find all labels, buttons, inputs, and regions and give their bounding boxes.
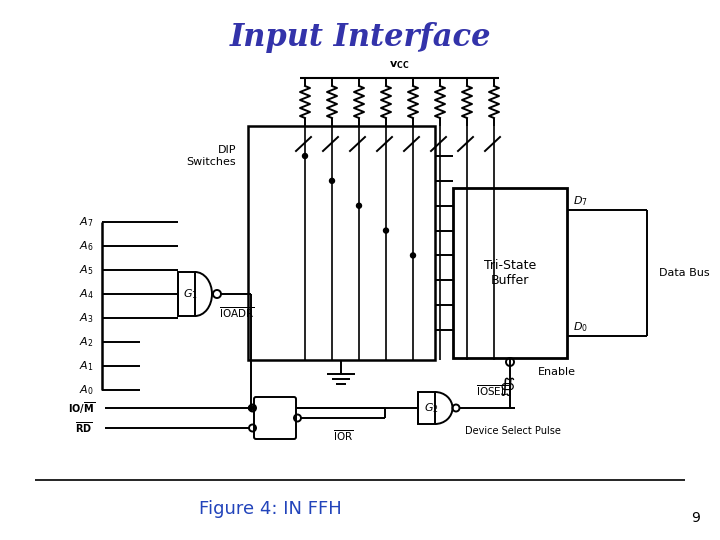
Text: $D_0$: $D_0$ [573, 320, 588, 334]
Text: $A_2$: $A_2$ [78, 335, 93, 349]
Circle shape [330, 178, 335, 184]
Text: $G_1$: $G_1$ [183, 287, 197, 301]
Text: Device Select Pulse: Device Select Pulse [464, 426, 560, 436]
Text: Input Interface: Input Interface [229, 22, 491, 53]
Bar [453, 188, 567, 358]
Text: $A_6$: $A_6$ [78, 239, 94, 253]
Circle shape [410, 253, 415, 258]
Text: $\overline{\rm IOSEL}$: $\overline{\rm IOSEL}$ [477, 383, 508, 398]
Text: $A_1$: $A_1$ [78, 359, 93, 373]
Bar [178, 272, 195, 316]
Text: Figure 4: IN FFH: Figure 4: IN FFH [199, 500, 341, 518]
Text: $\overline{\rm IOADR}$: $\overline{\rm IOADR}$ [219, 305, 255, 320]
Circle shape [356, 203, 361, 208]
Text: ∯: ∯ [500, 376, 516, 395]
Text: $G_2$: $G_2$ [423, 401, 438, 415]
Text: $A_0$: $A_0$ [78, 383, 94, 397]
FancyBboxPatch shape [254, 397, 296, 439]
Text: $A_3$: $A_3$ [78, 311, 93, 325]
Bar [418, 392, 435, 424]
Text: $A_4$: $A_4$ [78, 287, 94, 301]
Circle shape [248, 406, 253, 410]
Text: $D_7$: $D_7$ [573, 194, 588, 208]
Text: $\overline{\rm IOR}$: $\overline{\rm IOR}$ [333, 428, 354, 443]
Circle shape [384, 228, 389, 233]
Text: $A_7$: $A_7$ [78, 215, 93, 229]
Text: $\mathbf{v_{CC}}$: $\mathbf{v_{CC}}$ [389, 59, 409, 71]
Circle shape [302, 153, 307, 159]
Text: DIP
Switches: DIP Switches [186, 145, 236, 167]
Text: $\mathbf{\overline{RD}}$: $\mathbf{\overline{RD}}$ [76, 421, 93, 435]
Text: $A_5$: $A_5$ [78, 263, 93, 277]
Text: Enable: Enable [538, 367, 576, 377]
Text: $\mathbf{IO/\overline{M}}$: $\mathbf{IO/\overline{M}}$ [68, 400, 95, 416]
Text: 9: 9 [691, 511, 700, 525]
Bar [248, 126, 435, 360]
Text: Tri-State
Buffer: Tri-State Buffer [484, 259, 536, 287]
Text: Data Bus: Data Bus [659, 268, 710, 278]
